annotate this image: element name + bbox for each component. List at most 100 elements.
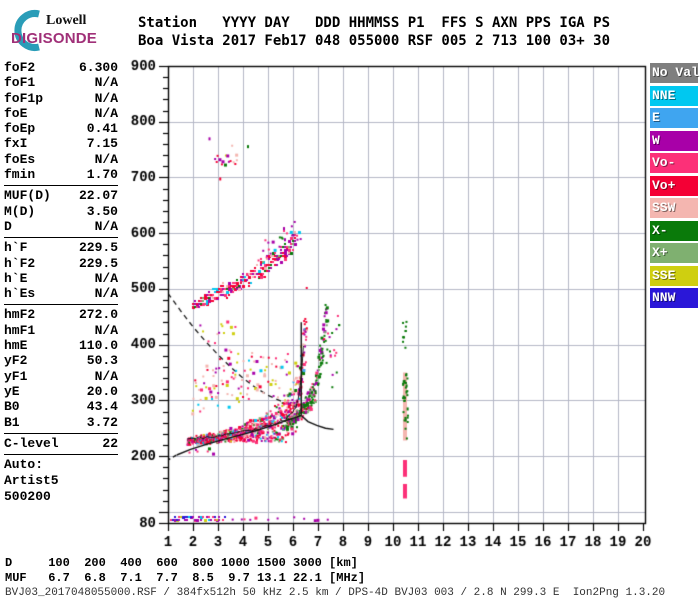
param-label: foF1: [4, 75, 36, 91]
legend-item-noval: No Val: [650, 63, 699, 83]
param-label: foF1p: [4, 90, 44, 106]
param-label: h`F2: [4, 255, 36, 271]
param-value: 229.5: [78, 240, 118, 256]
legend-item-x+: X+: [650, 243, 698, 263]
param-row: hmF2 272.0: [4, 307, 118, 322]
param-value: 6.300: [78, 60, 118, 75]
legend-item-vo+: Vo+: [650, 175, 698, 196]
muf-row: MUF 6.7 6.8 7.1 7.7 8.5 9.7 13.1 22.1 [M…: [5, 571, 366, 585]
param-label: h`E: [4, 270, 28, 286]
param-row: yF1 N/A: [4, 369, 118, 384]
param-row: fxI 7.15: [4, 136, 118, 151]
param-value: N/A: [94, 105, 118, 121]
param-row: h`F2 229.5: [4, 256, 118, 271]
param-label: foEs: [4, 151, 36, 167]
param-value: N/A: [94, 90, 118, 106]
param-label: h`F: [4, 240, 28, 256]
param-row: h`F 229.5: [4, 240, 118, 255]
param-label: foEp: [4, 121, 36, 137]
param-label: C-level: [4, 435, 59, 451]
param-label: h`Es: [4, 286, 36, 302]
param-row: h`Es N/A: [4, 286, 118, 301]
param-row: hmE 110.0: [4, 338, 118, 353]
logo-text-digisonde: DIGISONDE: [11, 30, 97, 47]
lowell-digisonde-logo: Lowell DIGISONDE: [6, 4, 136, 58]
param-group-separator: [4, 185, 118, 187]
param-value: N/A: [94, 151, 118, 167]
param-label: foE: [4, 105, 28, 121]
legend-item-x-: X-: [650, 220, 698, 241]
param-value: N/A: [94, 218, 118, 234]
param-row: foEp 0.41: [4, 121, 118, 136]
param-label: hmE: [4, 338, 28, 354]
param-row: MUF(D) 22.07: [4, 188, 118, 203]
param-label: foF2: [4, 60, 36, 75]
echo-status-legend: No Val NNE E W Vo- Vo+ SSW X- X+ SSE NNW: [650, 63, 699, 311]
param-row: B1 3.72: [4, 415, 118, 430]
param-value: N/A: [94, 270, 118, 286]
param-value: 0.41: [86, 121, 118, 137]
param-row: yF2 50.3: [4, 353, 118, 368]
param-row: M(D) 3.50: [4, 204, 118, 219]
legend-item-w: W: [650, 130, 698, 151]
station-header: Station YYYY DAY DDD HHMMSS P1 FFS S AXN…: [138, 15, 611, 49]
param-label: hmF1: [4, 322, 36, 338]
param-value: 3.50: [86, 203, 118, 219]
param-value: N/A: [94, 322, 118, 338]
legend-item-ssw: SSW: [650, 198, 698, 218]
param-value: 272.0: [78, 307, 118, 323]
param-row: C-level 22: [4, 436, 118, 451]
autoscaler-info: Auto:: [4, 457, 44, 473]
param-label: yF2: [4, 353, 28, 369]
param-label: B1: [4, 414, 20, 430]
param-label: M(D): [4, 203, 36, 219]
param-row: B0 43.4: [4, 399, 118, 414]
status-line: BVJ03_2017048055000.RSF / 384fx512h 50 k…: [5, 587, 666, 599]
param-value: 50.3: [86, 353, 118, 369]
param-label: fxI: [4, 136, 28, 152]
param-label: B0: [4, 399, 20, 415]
param-label: yE: [4, 383, 20, 399]
param-row: foF1 N/A: [4, 75, 118, 90]
param-row: foF2 6.300: [4, 60, 118, 75]
param-label: hmF2: [4, 307, 36, 323]
param-row: foEs N/A: [4, 152, 118, 167]
param-row: foE N/A: [4, 106, 118, 121]
param-row: yE 20.0: [4, 384, 118, 399]
param-group-separator: [4, 237, 118, 239]
param-row: D N/A: [4, 219, 118, 234]
legend-item-sse: SSE: [650, 265, 698, 286]
legend-item-nnw: NNW: [650, 288, 698, 308]
param-label: yF1: [4, 368, 28, 384]
param-label: D: [4, 218, 12, 234]
param-value: 7.15: [86, 136, 118, 152]
param-value: N/A: [94, 75, 118, 91]
param-row: fmin 1.70: [4, 167, 118, 182]
param-row: h`E N/A: [4, 271, 118, 286]
distance-row: D 100 200 400 600 800 1000 1500 3000 [km…: [5, 556, 358, 570]
param-row: hmF1 N/A: [4, 323, 118, 338]
param-value: 43.4: [86, 399, 118, 415]
param-group-separator: [4, 454, 118, 456]
param-value: 229.5: [78, 255, 118, 271]
param-value: 22: [102, 435, 118, 451]
legend-item-e: E: [650, 108, 698, 128]
param-value: 22.07: [78, 188, 118, 204]
autoscaler-info: 500200: [4, 488, 51, 504]
param-row: foF1p N/A: [4, 91, 118, 106]
autoscaler-info: Artist5: [4, 472, 59, 488]
param-value: 20.0: [86, 383, 118, 399]
legend-item-vo-: Vo-: [650, 153, 698, 173]
param-group-separator: [4, 432, 118, 434]
param-value: N/A: [94, 286, 118, 302]
param-group-separator: [4, 304, 118, 306]
parameter-panel: foF2 6.300 foF1 N/A foF1p N/A foE N/A foEp 0.41 fx…: [4, 60, 118, 505]
logo-arc-icon: [14, 10, 40, 51]
param-label: fmin: [4, 167, 36, 183]
legend-item-nne: NNE: [650, 85, 698, 106]
param-value: 3.72: [86, 414, 118, 430]
param-value: 110.0: [78, 338, 118, 354]
param-value: 1.70: [86, 167, 118, 183]
